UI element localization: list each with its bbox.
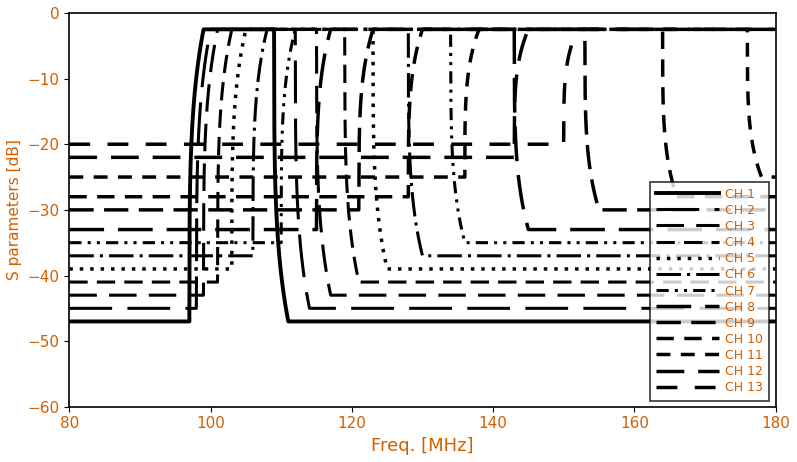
Legend: CH 1, CH 2, CH 3, CH 4, CH 5, CH 6, CH 7, CH 8, CH 9, CH 10, CH 11, CH 12, CH 13: CH 1, CH 2, CH 3, CH 4, CH 5, CH 6, CH 7…	[650, 182, 769, 401]
X-axis label: Freq. [MHz]: Freq. [MHz]	[371, 437, 473, 455]
Y-axis label: S parameters [dB]: S parameters [dB]	[7, 140, 22, 280]
